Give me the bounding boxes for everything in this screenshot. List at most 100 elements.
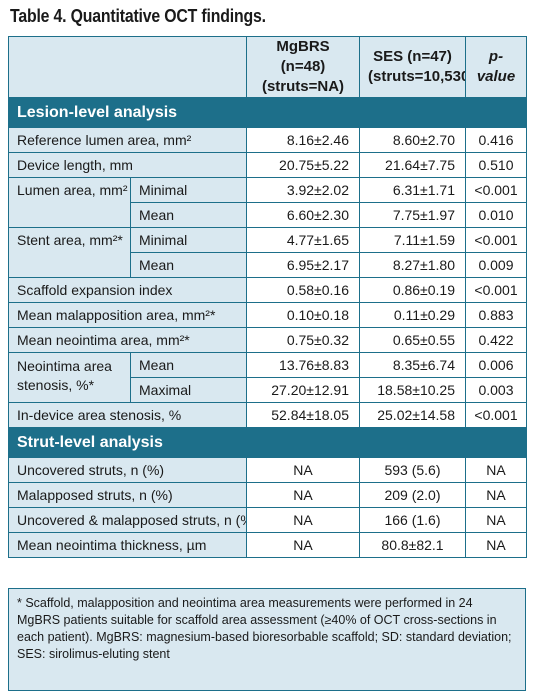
row-label: Uncovered struts, n (%) [8,457,247,483]
cell-pvalue: <0.001 [465,402,527,428]
header-blank-cell [8,36,247,98]
row-sublabel: Minimal [130,177,247,203]
table-footnote: * Scaffold, malapposition and neointima … [8,588,526,691]
header-ses-line2: (struts=10,530) [368,68,466,85]
oct-findings-table: MgBRS (n=48) (struts=NA) SES (n=47) (str… [8,36,527,558]
table-row: Mean neointima area, mm²* 0.75±0.32 0.65… [8,327,527,353]
cell-mgbrs: 6.60±2.30 [246,202,360,228]
cell-ses: 7.75±1.97 [359,202,466,228]
table-row: Neointima area stenosis, %* Mean 13.76±8… [8,352,527,403]
cell-pvalue: NA [465,482,527,508]
header-pvalue-label: p-value [476,48,516,85]
row-label: Mean neointima area, mm²* [8,327,247,353]
cell-mgbrs: 52.84±18.05 [246,402,360,428]
cell-mgbrs: NA [246,482,360,508]
table-row: Mean 6.60±2.30 7.75±1.97 0.010 [9,202,527,228]
row-label: Device length, mm [8,152,247,178]
cell-mgbrs: NA [246,532,360,558]
section-title-lesion: Lesion-level analysis [8,97,527,128]
cell-mgbrs: 3.92±2.02 [246,177,360,203]
cell-mgbrs: 0.58±0.16 [246,277,360,303]
row-label: Reference lumen area, mm² [8,127,247,153]
table-row: Mean 6.95±2.17 8.27±1.80 0.009 [9,252,527,278]
table-row: Malapposed struts, n (%) NA 209 (2.0) NA [8,482,527,508]
cell-ses: 21.64±7.75 [359,152,466,178]
row-sublabel: Maximal [130,377,247,403]
cell-ses: 0.11±0.29 [359,302,466,328]
table-row: Device length, mm 20.75±5.22 21.64±7.75 … [8,152,527,178]
cell-pvalue: <0.001 [465,177,527,203]
cell-ses: 80.8±82.1 [359,532,466,558]
cell-ses: 8.35±6.74 [359,352,466,378]
cell-pvalue: <0.001 [465,227,527,253]
table-row: Mean neointima thickness, µm NA 80.8±82.… [8,532,527,558]
row-label: Malapposed struts, n (%) [8,482,247,508]
table-row: Maximal 27.20±12.91 18.58±10.25 0.003 [9,377,527,403]
table-row: Mean malapposition area, mm²* 0.10±0.18 … [8,302,527,328]
cell-pvalue: 0.003 [465,377,527,403]
row-label-line1: Neointima area [17,358,112,374]
cell-ses: 593 (5.6) [359,457,466,483]
table-row: Scaffold expansion index 0.58±0.16 0.86±… [8,277,527,303]
table-row: Lumen area, mm² Minimal 3.92±2.02 6.31±1… [8,177,527,228]
section-row-lesion: Lesion-level analysis [8,97,527,128]
row-label: Scaffold expansion index [8,277,247,303]
table-row: Reference lumen area, mm² 8.16±2.46 8.60… [8,127,527,153]
table-header-row: MgBRS (n=48) (struts=NA) SES (n=47) (str… [8,36,527,98]
cell-ses: 166 (1.6) [359,507,466,533]
row-label-line2: stenosis, %* [17,377,95,393]
cell-pvalue: 0.883 [465,302,527,328]
section-title-strut: Strut-level analysis [8,427,527,458]
row-label: Mean neointima thickness, µm [8,532,247,558]
cell-pvalue: 0.416 [465,127,527,153]
cell-mgbrs: NA [246,507,360,533]
cell-pvalue: 0.009 [465,252,527,278]
header-mgbrs-line1: MgBRS (n=48) [276,38,330,75]
cell-pvalue: 0.422 [465,327,527,353]
cell-mgbrs: 20.75±5.22 [246,152,360,178]
header-mgbrs: MgBRS (n=48) (struts=NA) [246,36,360,98]
cell-ses: 0.65±0.55 [359,327,466,353]
row-sublabel: Minimal [130,227,247,253]
table-row: Uncovered & malapposed struts, n (%) NA … [8,507,527,533]
cell-mgbrs: 8.16±2.46 [246,127,360,153]
section-row-strut: Strut-level analysis [8,427,527,458]
header-ses: SES (n=47) (struts=10,530) [359,36,466,98]
cell-pvalue: 0.510 [465,152,527,178]
row-label: Lumen area, mm² [8,177,131,228]
cell-ses: 209 (2.0) [359,482,466,508]
row-label: Mean malapposition area, mm²* [8,302,247,328]
cell-ses: 0.86±0.19 [359,277,466,303]
row-label: Uncovered & malapposed struts, n (%) [8,507,247,533]
header-ses-line1: SES (n=47) [373,48,452,65]
cell-ses: 7.11±1.59 [359,227,466,253]
cell-pvalue: NA [465,532,527,558]
cell-ses: 18.58±10.25 [359,377,466,403]
cell-mgbrs: NA [246,457,360,483]
cell-pvalue: 0.006 [465,352,527,378]
cell-mgbrs: 0.10±0.18 [246,302,360,328]
cell-ses: 8.27±1.80 [359,252,466,278]
header-pvalue: p-value [465,36,527,98]
cell-pvalue: <0.001 [465,277,527,303]
cell-ses: 8.60±2.70 [359,127,466,153]
cell-pvalue: 0.010 [465,202,527,228]
row-label: Neointima area stenosis, %* [8,352,131,403]
cell-ses: 25.02±14.58 [359,402,466,428]
cell-mgbrs: 0.75±0.32 [246,327,360,353]
row-sublabel: Mean [130,352,247,378]
table-row: Stent area, mm²* Minimal 4.77±1.65 7.11±… [8,227,527,278]
row-label: In-device area stenosis, % [8,402,247,428]
row-label: Stent area, mm²* [8,227,131,278]
table-title: Table 4. Quantitative OCT findings. [10,6,266,26]
table-row: In-device area stenosis, % 52.84±18.05 2… [8,402,527,428]
cell-pvalue: NA [465,507,527,533]
cell-pvalue: NA [465,457,527,483]
cell-ses: 6.31±1.71 [359,177,466,203]
header-mgbrs-line2: (struts=NA) [261,78,345,95]
cell-mgbrs: 13.76±8.83 [246,352,360,378]
table-row: Uncovered struts, n (%) NA 593 (5.6) NA [8,457,527,483]
row-sublabel: Mean [130,252,247,278]
cell-mgbrs: 4.77±1.65 [246,227,360,253]
